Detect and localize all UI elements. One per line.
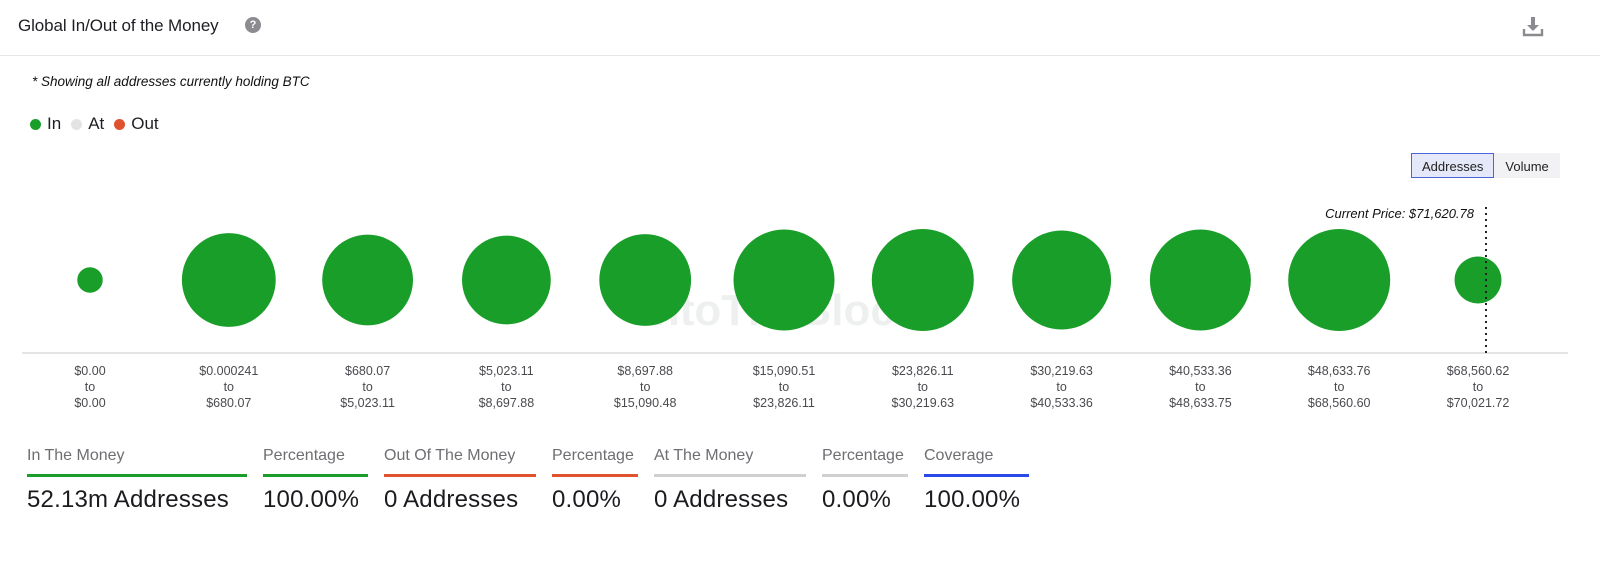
stat-at-the-money: At The Money 0 Addresses xyxy=(654,447,806,514)
tick-label: $15,090.48 xyxy=(614,396,677,410)
tick-label: $0.000241 xyxy=(199,364,258,378)
bubble-chart: IntoTheBlock$0.00to$0.00$0.000241to$680.… xyxy=(22,206,1568,410)
stat-value: 0.00% xyxy=(552,486,622,513)
legend-label-out: Out xyxy=(131,114,159,133)
stat-value: 100.00% xyxy=(924,486,1021,513)
tick-label: $23,826.11 xyxy=(892,364,954,378)
stat-value: 0 Addresses xyxy=(654,486,789,513)
addresses-button[interactable]: Addresses xyxy=(1411,153,1495,178)
stat-in-the-money: In The Money 52.13m Addresses xyxy=(27,447,247,514)
stat-value: 0.00% xyxy=(822,486,892,513)
stat-value: 100.00% xyxy=(263,486,360,513)
legend: In At Out xyxy=(30,114,159,134)
stat-label: Percentage xyxy=(552,447,638,477)
question-circle-icon[interactable]: ? xyxy=(245,17,261,33)
stat-value: 0 Addresses xyxy=(384,486,519,513)
stat-label: In The Money xyxy=(27,447,247,477)
tick-label: to xyxy=(1334,380,1344,394)
tick-label: to xyxy=(362,380,372,394)
download-icon[interactable] xyxy=(1522,15,1544,37)
tick-label: to xyxy=(1056,380,1066,394)
stat-label: Percentage xyxy=(263,447,368,477)
stat-label: At The Money xyxy=(654,447,806,477)
tick-label: $68,560.60 xyxy=(1308,396,1371,410)
current-price-label: Current Price: $71,620.78 xyxy=(1325,206,1475,221)
bubble xyxy=(322,234,413,326)
tick-label: $8,697.88 xyxy=(479,396,535,410)
bubble xyxy=(1288,229,1391,331)
bubble xyxy=(77,267,103,293)
tick-label: to xyxy=(501,380,511,394)
legend-label-at: At xyxy=(88,114,105,133)
tick-label: $48,633.75 xyxy=(1169,396,1232,410)
stat-percentage-in: Percentage 100.00% xyxy=(263,447,368,514)
tick-label: $30,219.63 xyxy=(892,396,955,410)
tick-label: $23,826.11 xyxy=(753,396,815,410)
bubble xyxy=(1012,230,1112,330)
tick-label: to xyxy=(85,380,95,394)
stat-label: Out Of The Money xyxy=(384,447,536,477)
bubble xyxy=(462,235,551,325)
stat-coverage: Coverage 100.00% xyxy=(924,447,1029,514)
bubble xyxy=(733,229,835,331)
stats-row: In The Money 52.13m Addresses Percentage… xyxy=(27,447,1045,514)
tick-label: $48,633.76 xyxy=(1308,364,1371,378)
bubble xyxy=(1454,256,1502,304)
legend-item-at[interactable]: At xyxy=(71,114,104,134)
tick-label: to xyxy=(779,380,789,394)
stat-out-of-the-money: Out Of The Money 0 Addresses xyxy=(384,447,536,514)
tick-label: to xyxy=(918,380,928,394)
legend-item-out[interactable]: Out xyxy=(114,114,159,134)
tick-label: $0.00 xyxy=(74,364,105,378)
stat-percentage-out: Percentage 0.00% xyxy=(552,447,638,514)
tick-label: $40,533.36 xyxy=(1169,364,1232,378)
tick-label: $15,090.51 xyxy=(753,364,816,378)
tick-label: $68,560.62 xyxy=(1447,364,1510,378)
stat-label: Coverage xyxy=(924,447,1029,477)
tick-label: $0.00 xyxy=(74,396,105,410)
bubble xyxy=(181,233,276,327)
legend-dot-in xyxy=(30,118,41,130)
tick-label: to xyxy=(1195,380,1205,394)
tick-label: $5,023.11 xyxy=(479,364,534,378)
tick-label: to xyxy=(1473,380,1483,394)
tick-label: $40,533.36 xyxy=(1030,396,1093,410)
tick-label: $30,219.63 xyxy=(1030,364,1093,378)
stat-label: Percentage xyxy=(822,447,908,477)
legend-item-in[interactable]: In xyxy=(30,114,61,134)
legend-dot-out xyxy=(114,118,126,130)
chart-header: Global In/Out of the Money ? xyxy=(0,0,1600,56)
page-title: Global In/Out of the Money xyxy=(18,16,219,35)
legend-dot-at xyxy=(71,118,83,130)
bubble xyxy=(599,234,692,326)
stat-value: 52.13m Addresses xyxy=(27,486,229,513)
tick-label: $70,021.72 xyxy=(1447,396,1510,410)
tick-label: $5,023.11 xyxy=(340,396,395,410)
tick-label: $8,697.88 xyxy=(617,364,673,378)
tick-label: to xyxy=(224,380,234,394)
bubble xyxy=(871,229,974,331)
tick-label: to xyxy=(640,380,650,394)
holding-note: * Showing all addresses currently holdin… xyxy=(32,74,310,89)
tick-label: $680.07 xyxy=(206,396,251,410)
tick-label: $680.07 xyxy=(345,364,390,378)
volume-button[interactable]: Volume xyxy=(1494,153,1560,178)
stat-percentage-at: Percentage 0.00% xyxy=(822,447,908,514)
bubble xyxy=(1149,229,1251,331)
metric-toggle: Addresses Volume xyxy=(1411,153,1560,178)
legend-label-in: In xyxy=(47,114,62,133)
